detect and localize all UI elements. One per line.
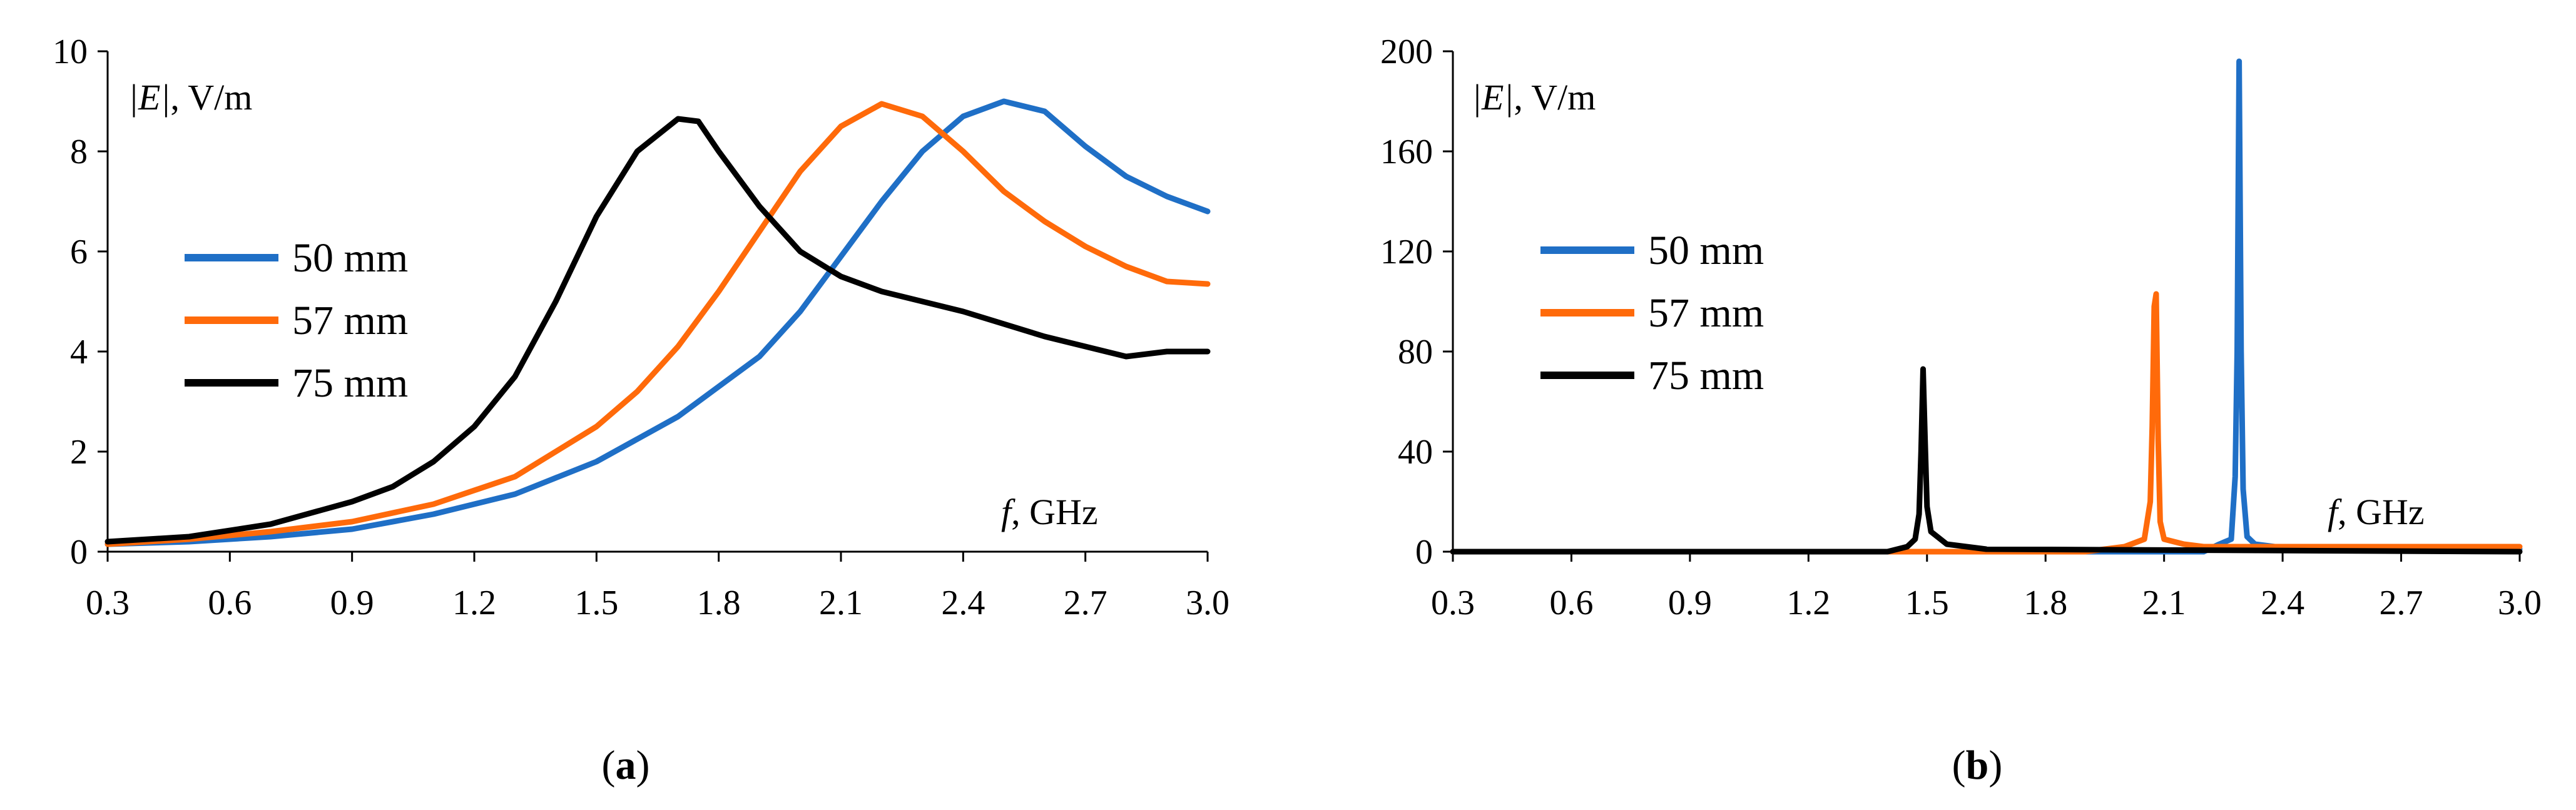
caption-a: (a) (602, 742, 650, 788)
series-line-50-mm (1450, 58, 2523, 555)
x-tick-label: 0.3 (1431, 584, 1475, 622)
x-tick-label: 2.7 (2380, 584, 2423, 622)
series-line-50-mm (104, 98, 1211, 547)
y-tick-label: 6 (70, 233, 88, 271)
x-axis-label: f, GHz (2328, 492, 2425, 532)
caption-b-letter: b (1966, 742, 1989, 788)
x-tick-label: 3.0 (2498, 584, 2542, 622)
y-tick-label: 160 (1380, 133, 1433, 171)
caption-a-letter: a (616, 742, 636, 788)
y-axis-label-unit: , V/m (170, 77, 252, 118)
x-tick-label: 1.5 (574, 584, 618, 622)
x-tick-label: 0.3 (86, 584, 130, 622)
y-tick-label: 200 (1380, 33, 1433, 71)
y-tick-label: 4 (70, 333, 88, 372)
y-tick-label: 0 (70, 533, 88, 572)
x-tick-label: 1.8 (697, 584, 741, 622)
y-axis-label: |E|, V/m (1472, 77, 1596, 118)
x-axis-label: f, GHz (1001, 492, 1098, 532)
legend-label-57-mm: 57 mm (292, 298, 408, 343)
series-line-57-mm (104, 101, 1211, 547)
x-tick-label: 0.6 (208, 584, 252, 622)
legend-label-75-mm: 75 mm (292, 360, 408, 406)
x-tick-label: 1.2 (1786, 584, 1830, 622)
panel-a-chart: 0.3 0.6 0.9 1.2 1.5 1.8 2.1 2.4 2.7 3.0 0 2 4 6 8 10 |E|… (53, 33, 1229, 622)
y-tick-label: 40 (1398, 433, 1433, 472)
series-line-57-mm (1450, 291, 2523, 555)
panel-b-chart: 0.3 0.6 0.9 1.2 1.5 1.8 2.1 2.4 2.7 3.0 0 40 80 120 16… (1380, 33, 2542, 622)
legend-label-75-mm: 75 mm (1648, 353, 1764, 398)
x-tick-label: 1.5 (1905, 584, 1949, 622)
x-tick-label: 0.6 (1549, 584, 1593, 622)
y-axis-label-unit: , V/m (1514, 77, 1596, 118)
y-tick-label: 80 (1398, 333, 1433, 372)
x-axis-label-unit: , GHz (1011, 492, 1098, 532)
y-tick-label: 8 (70, 133, 88, 171)
x-tick-label: 2.4 (941, 584, 985, 622)
x-tick-label: 2.7 (1064, 584, 1107, 622)
y-tick-label: 120 (1380, 233, 1433, 271)
caption-b: (b) (1952, 742, 2003, 788)
x-tick-label: 0.9 (330, 584, 374, 622)
y-tick-label: 0 (1415, 533, 1433, 572)
x-tick-label: 1.8 (2024, 584, 2067, 622)
series-line-75-mm (1450, 366, 2523, 555)
y-axis-label: |E|, V/m (128, 77, 252, 118)
x-tick-label: 0.9 (1668, 584, 1712, 622)
y-tick-label: 10 (53, 33, 88, 71)
legend-label-50-mm: 50 mm (1648, 228, 1764, 273)
y-axis-label-symbol: |E| (1472, 77, 1514, 118)
x-tick-label: 2.1 (2142, 584, 2186, 622)
x-tick-label: 2.4 (2261, 584, 2304, 622)
legend-label-50-mm: 50 mm (292, 235, 408, 281)
x-tick-label: 1.2 (452, 584, 496, 622)
x-tick-label: 2.1 (819, 584, 863, 622)
x-axis-label-unit: , GHz (2338, 492, 2425, 532)
legend-label-57-mm: 57 mm (1648, 290, 1764, 336)
y-tick-label: 2 (70, 433, 88, 472)
x-tick-label: 3.0 (1186, 584, 1229, 622)
series-line-75-mm (104, 116, 1211, 545)
y-axis-label-symbol: |E| (128, 77, 170, 118)
